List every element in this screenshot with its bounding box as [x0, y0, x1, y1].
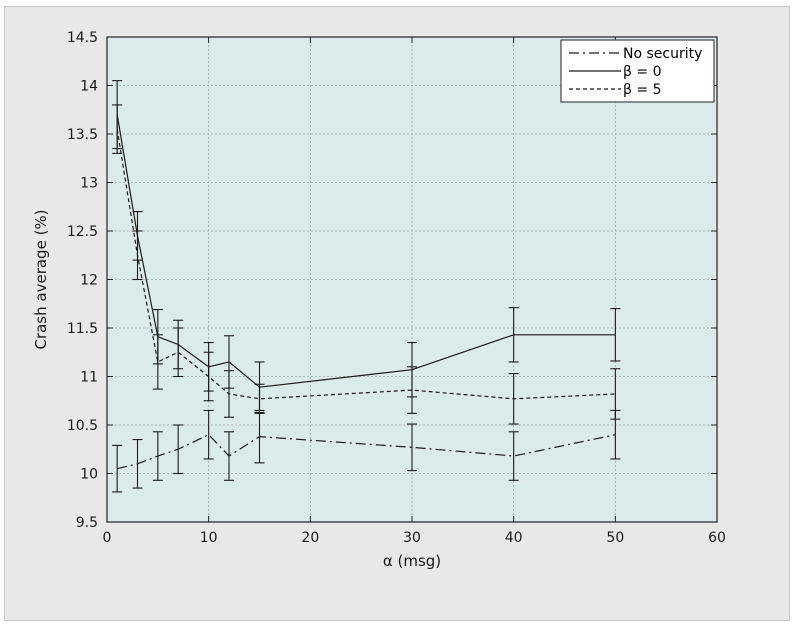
x-tick-label: 40 — [505, 530, 523, 546]
y-tick-label: 10 — [80, 467, 98, 483]
error-bar — [132, 438, 143, 489]
error-bar — [407, 366, 417, 414]
error-bar — [610, 368, 621, 420]
x-axis-label: α (msg) — [383, 552, 441, 570]
y-axis-label: Crash average (%) — [32, 209, 50, 349]
y-tick-label: 14 — [80, 79, 98, 95]
x-tick-label: 20 — [301, 530, 319, 546]
error-bar — [112, 444, 123, 493]
x-tick-label: 30 — [403, 530, 421, 546]
error-bar — [407, 423, 417, 472]
legend-label: β = 0 — [623, 64, 661, 80]
legend-entry-2: β = 5 — [569, 82, 661, 98]
axes: 0 10 20 30 40 50 60 9.5 10 10.5 11 11.5 12 12.5 13 13.5… — [67, 30, 726, 546]
error-bar — [112, 104, 123, 154]
error-bar — [224, 431, 234, 481]
series-0 — [112, 409, 621, 493]
error-bar — [152, 431, 163, 481]
error-bar — [203, 409, 214, 460]
error-bar — [203, 351, 214, 402]
series-line — [117, 433, 616, 470]
series-line — [116, 114, 616, 388]
series-group — [112, 80, 621, 493]
y-tick-label: 9.5 — [76, 515, 98, 531]
legend-entry-1: β = 0 — [569, 64, 661, 80]
x-tick-label: 60 — [708, 530, 726, 546]
series-2 — [112, 104, 621, 425]
error-bar — [508, 431, 519, 481]
y-tick-label: 13.5 — [67, 127, 98, 143]
x-tick-label: 50 — [606, 530, 624, 546]
error-bar — [173, 424, 184, 475]
series-line — [116, 129, 616, 400]
error-bar — [254, 383, 265, 414]
error-bar — [508, 307, 519, 363]
y-tick-label: 12 — [80, 273, 98, 289]
y-tick-label: 12.5 — [67, 224, 98, 240]
legend-entry-0: No security — [569, 46, 702, 62]
legend: No security β = 0 β = 5 — [560, 39, 715, 103]
error-bar — [152, 334, 163, 390]
x-tick-label: 10 — [200, 530, 218, 546]
y-tick-label: 11 — [80, 370, 98, 386]
error-bar — [132, 230, 143, 281]
y-tick-label: 10.5 — [67, 418, 98, 434]
x-tick-label: 0 — [103, 530, 112, 546]
y-tick-label: 13 — [80, 176, 98, 192]
legend-label: No security — [623, 46, 702, 62]
error-bar — [224, 370, 234, 418]
y-tick-label: 11.5 — [67, 321, 98, 337]
y-tick-label: 14.5 — [67, 30, 98, 46]
legend-label: β = 5 — [623, 82, 661, 98]
error-bar — [610, 308, 621, 362]
error-bar — [173, 327, 184, 378]
error-bar — [508, 373, 519, 425]
